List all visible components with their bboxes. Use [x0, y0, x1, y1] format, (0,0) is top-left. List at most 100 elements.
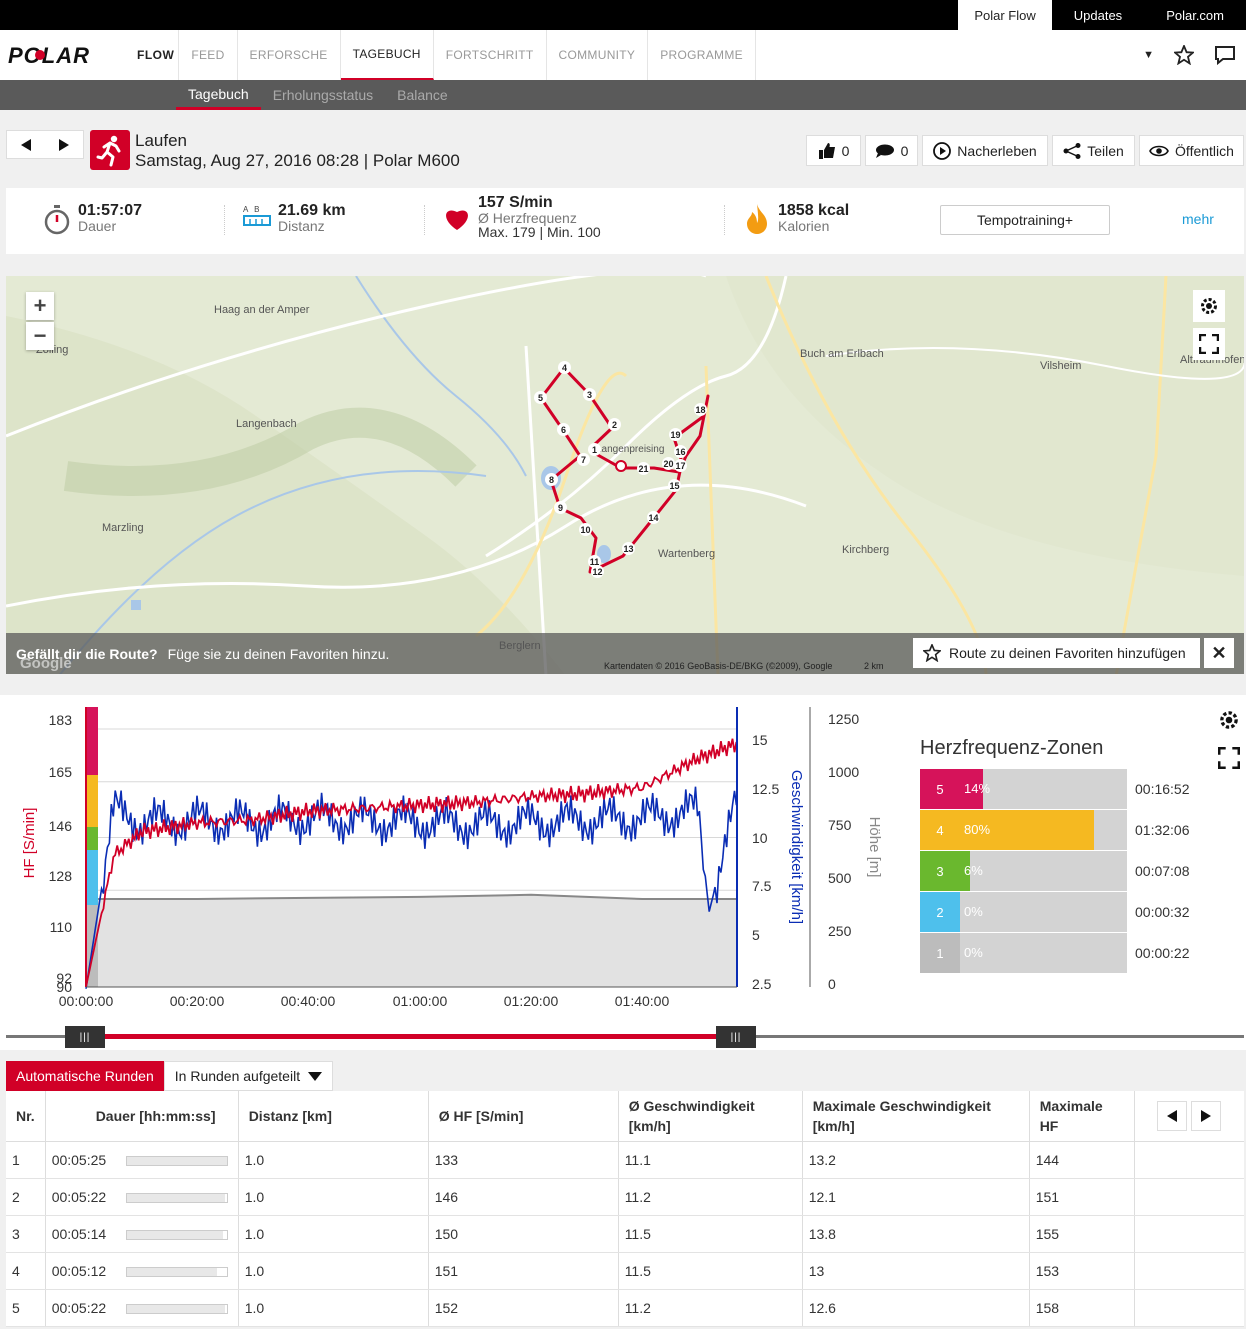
- comment-button[interactable]: 0: [865, 135, 918, 166]
- columns-next-button[interactable]: [1191, 1100, 1222, 1131]
- laps-split-label: In Runden aufgeteilt: [174, 1068, 301, 1084]
- route-lap-marker[interactable]: 12: [591, 565, 604, 578]
- nav-feed[interactable]: FEED: [178, 30, 238, 80]
- table-row[interactable]: 1 00:05:25 1.0 133 11.1 13.2 144: [6, 1141, 1244, 1179]
- range-slider-selection: [85, 1034, 736, 1039]
- share-button[interactable]: Teilen: [1052, 135, 1135, 166]
- map-settings-button[interactable]: [1193, 290, 1225, 322]
- speed-tick-label: 5: [752, 927, 760, 943]
- nav-programme[interactable]: PROGRAMME: [648, 30, 756, 80]
- nav-erforsche[interactable]: ERFORSCHE: [238, 30, 341, 80]
- brand-flow: FLOW: [137, 48, 175, 62]
- heart-icon: [446, 210, 468, 230]
- route-lap-marker[interactable]: 14: [647, 511, 660, 524]
- lap-max-hr: 158: [1035, 1299, 1060, 1316]
- route-lap-marker[interactable]: 6: [557, 423, 570, 436]
- lap-max-hr: 144: [1035, 1151, 1060, 1168]
- lap-duration-bar: [126, 1155, 229, 1166]
- columns-prev-button[interactable]: [1157, 1100, 1188, 1131]
- route-lap-marker[interactable]: 1: [588, 443, 601, 456]
- training-target-button[interactable]: Tempotraining+: [940, 205, 1110, 235]
- lap-distance: 1.0: [244, 1225, 265, 1242]
- lap-avg-hr: 150: [434, 1225, 459, 1242]
- messages-icon[interactable]: [1214, 45, 1236, 65]
- hr-value: 157 S/min: [478, 194, 553, 211]
- comment-count: 0: [900, 142, 909, 159]
- next-session-button[interactable]: [45, 131, 83, 158]
- header-avg-hr: Ø HF [S/min]: [428, 1091, 619, 1142]
- route-lap-marker[interactable]: 13: [622, 542, 635, 555]
- lap-avg-speed-cell: 11.5: [618, 1215, 803, 1253]
- heart-rate-line: [85, 738, 738, 988]
- lap-max-speed: 13.2: [808, 1151, 836, 1168]
- speed-line: [85, 786, 738, 989]
- add-route-favorite-button[interactable]: Route zu deinen Favoriten hinzufügen: [913, 638, 1200, 668]
- route-lap-marker[interactable]: 17: [674, 459, 687, 472]
- range-slider-right-handle[interactable]: |||: [716, 1026, 756, 1048]
- zoom-out-button[interactable]: −: [26, 322, 54, 350]
- ab-label: A B: [243, 205, 262, 214]
- header-max-hr: Maximale HF: [1029, 1091, 1135, 1142]
- route-lap-marker[interactable]: 9: [554, 501, 567, 514]
- nav-tagebuch[interactable]: TAGEBUCH: [340, 30, 434, 80]
- altitude-tick-label: 250: [828, 923, 852, 939]
- lap-duration: 00:05:22: [51, 1299, 107, 1316]
- subnav-erholungsstatus[interactable]: Erholungsstatus: [272, 87, 374, 103]
- link-updates[interactable]: Updates: [1073, 7, 1123, 23]
- route-lap-marker[interactable]: 21: [637, 462, 650, 475]
- favorites-star-icon[interactable]: [1174, 45, 1194, 65]
- route-lap-marker[interactable]: 3: [583, 388, 596, 401]
- tab-automatic-laps[interactable]: Automatische Runden: [6, 1061, 164, 1091]
- hr-tick-label: 165: [49, 764, 73, 780]
- lap-distance: 1.0: [244, 1188, 265, 1205]
- polar-logo[interactable]: POLAR: [8, 43, 120, 67]
- table-row[interactable]: 3 00:05:14 1.0 150 11.5 13.8 155: [6, 1215, 1244, 1253]
- chart-settings-button[interactable]: [1214, 705, 1244, 735]
- route-lap-marker[interactable]: 19: [669, 428, 682, 441]
- route-lap-marker[interactable]: 10: [579, 523, 592, 536]
- like-button[interactable]: 0: [806, 135, 861, 166]
- route-lap-marker[interactable]: 2: [608, 418, 621, 431]
- table-row[interactable]: 2 00:05:22 1.0 146 11.2 12.1 151: [6, 1178, 1244, 1216]
- speed-tick-label: 12.5: [752, 781, 779, 797]
- chart-fullscreen-button[interactable]: [1214, 743, 1244, 773]
- table-row[interactable]: 4 00:05:12 1.0 151 11.5 13 153: [6, 1252, 1244, 1290]
- zone-strip: [86, 707, 98, 775]
- user-menu-chevron-icon[interactable]: ▼: [1143, 49, 1154, 61]
- route-lap-marker[interactable]: 18: [694, 403, 707, 416]
- nav-fortschritt[interactable]: FORTSCHRITT: [434, 30, 547, 80]
- altitude-tick-label: 0: [828, 976, 836, 992]
- route-lap-marker[interactable]: 8: [545, 473, 558, 486]
- table-row[interactable]: 5 00:05:22 1.0 152 11.2 12.6 158: [6, 1289, 1244, 1327]
- route-lap-marker[interactable]: 11: [588, 555, 601, 568]
- route-lap-marker[interactable]: 5: [534, 391, 547, 404]
- route-lap-marker[interactable]: 15: [668, 479, 681, 492]
- x-tick-label: 01:20:00: [504, 993, 559, 1009]
- subnav-tagebuch[interactable]: Tagebuch: [176, 80, 261, 110]
- subnav-balance[interactable]: Balance: [397, 87, 448, 103]
- map-fullscreen-button[interactable]: [1193, 328, 1225, 360]
- lap-nr-cell: 1: [6, 1141, 46, 1179]
- route-lap-marker[interactable]: 20: [662, 457, 675, 470]
- gear-icon: [1220, 711, 1238, 729]
- close-favorite-bar-button[interactable]: ✕: [1204, 638, 1234, 668]
- route-lap-marker[interactable]: 16: [674, 445, 687, 458]
- laps-split-dropdown[interactable]: In Runden aufgeteilt: [163, 1061, 334, 1091]
- visibility-button[interactable]: Öffentlich: [1139, 135, 1244, 166]
- link-polar-flow[interactable]: Polar Flow: [958, 0, 1052, 30]
- route-lap-marker[interactable]: 4: [558, 361, 571, 374]
- range-slider-left-handle[interactable]: |||: [65, 1026, 105, 1048]
- lap-duration: 00:05:14: [51, 1225, 107, 1242]
- route-lap-marker[interactable]: 7: [577, 453, 590, 466]
- nav-community[interactable]: COMMUNITY: [547, 30, 649, 80]
- relive-button[interactable]: Nacherleben: [922, 135, 1048, 166]
- zoom-in-button[interactable]: +: [26, 292, 54, 320]
- place-wartenberg: Wartenberg: [658, 548, 716, 560]
- route-map[interactable]: Haag an der Amper Zolling Langenbach Mar…: [6, 276, 1244, 674]
- lap-duration-bar: [126, 1192, 229, 1203]
- link-polar-com[interactable]: Polar.com: [1166, 7, 1224, 23]
- lap-duration-cell: 00:05:12: [45, 1252, 239, 1290]
- more-link[interactable]: mehr: [1182, 211, 1214, 227]
- previous-session-button[interactable]: [7, 131, 45, 158]
